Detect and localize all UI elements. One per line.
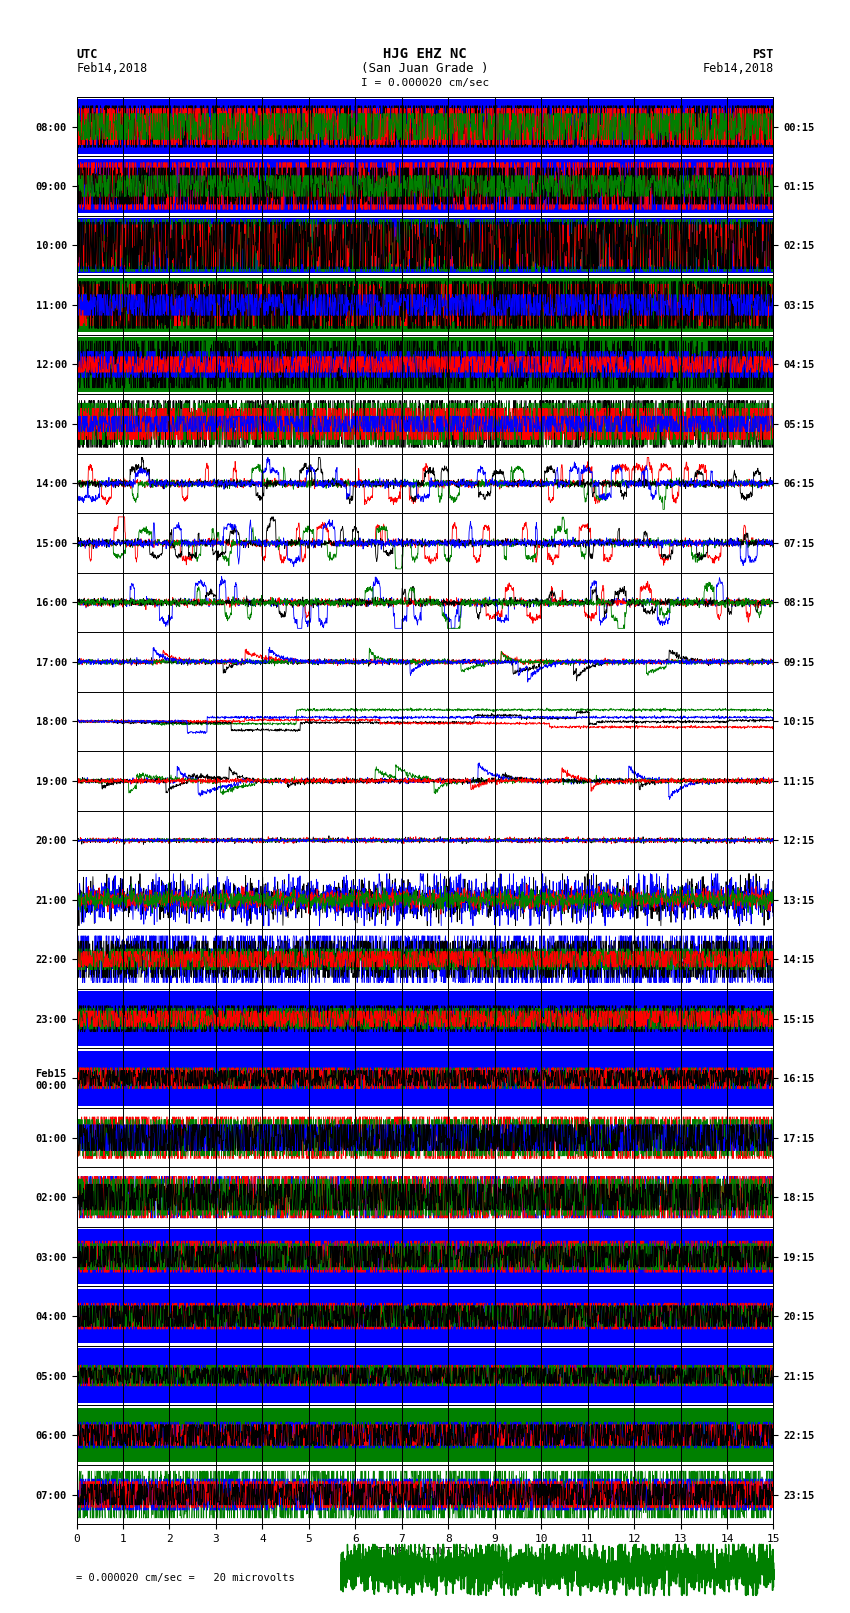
Bar: [76, 1408, 774, 1463]
Bar: [76, 1050, 774, 1105]
Bar: [76, 1348, 774, 1403]
Text: I = 0.000020 cm/sec: I = 0.000020 cm/sec: [361, 77, 489, 89]
Bar: [76, 1289, 774, 1344]
Bar: [76, 158, 774, 213]
Text: (San Juan Grade ): (San Juan Grade ): [361, 61, 489, 76]
Bar: [76, 992, 774, 1047]
Bar: [76, 98, 774, 153]
X-axis label: TIME (MINUTES): TIME (MINUTES): [377, 1547, 473, 1557]
Text: Feb14,2018: Feb14,2018: [702, 61, 774, 76]
Bar: [76, 218, 774, 273]
Text: UTC: UTC: [76, 47, 98, 61]
Text: PST: PST: [752, 47, 774, 61]
Text: Feb14,2018: Feb14,2018: [76, 61, 148, 76]
Bar: [76, 277, 774, 332]
Bar: [76, 1229, 774, 1284]
Text: = 0.000020 cm/sec =   20 microvolts: = 0.000020 cm/sec = 20 microvolts: [76, 1573, 295, 1582]
Bar: [76, 337, 774, 392]
Text: HJG EHZ NC: HJG EHZ NC: [383, 47, 467, 61]
